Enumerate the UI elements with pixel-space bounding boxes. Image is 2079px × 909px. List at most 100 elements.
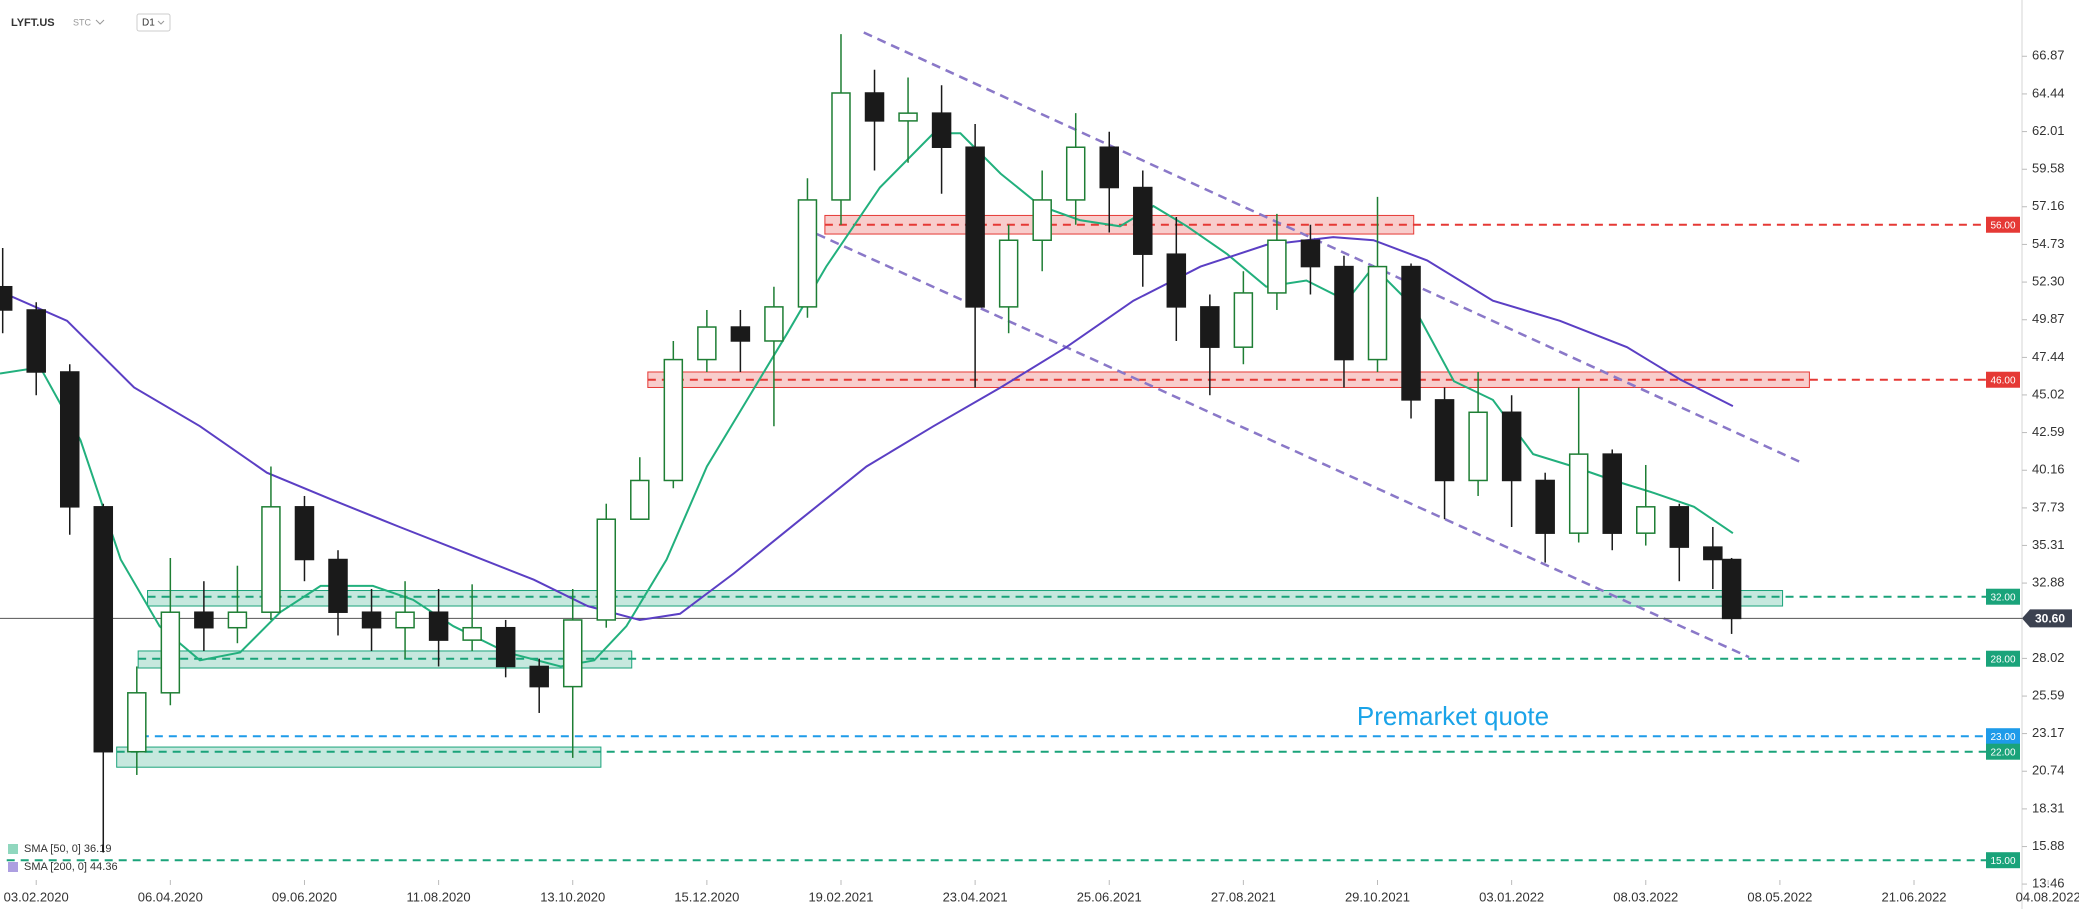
- candle-body: [663, 358, 684, 482]
- y-tick-label: 64.44: [2032, 85, 2065, 100]
- candle-body: [562, 619, 583, 688]
- y-tick-label: 35.31: [2032, 537, 2065, 552]
- x-tick-label: 23.04.2021: [943, 889, 1008, 904]
- level-label: 28.00: [1990, 654, 2015, 665]
- candle-body: [462, 626, 482, 641]
- candle-body: [998, 239, 1019, 308]
- x-tick-label: 13.10.2020: [540, 889, 605, 904]
- legend-icon: [8, 862, 18, 872]
- level-label: 46.00: [1990, 375, 2015, 386]
- level-label-box: [1986, 216, 2020, 233]
- candle-body: [764, 306, 784, 342]
- y-tick-label: 54.73: [2032, 236, 2065, 251]
- candle-body: [328, 558, 348, 613]
- candle-body: [227, 611, 248, 629]
- y-tick-label: 18.31: [2032, 800, 2065, 815]
- legend-label: SMA [200, 0] 44.36: [24, 861, 118, 873]
- y-tick-label: 23.17: [2032, 725, 2065, 740]
- y-tick-label: 15.88: [2032, 838, 2065, 853]
- y-tick-label: 20.74: [2032, 763, 2065, 778]
- candle-body: [831, 92, 851, 201]
- annotation: Premarket quote: [1357, 701, 1549, 731]
- x-tick-label: 25.06.2021: [1077, 889, 1142, 904]
- candle-body: [1367, 265, 1388, 361]
- level-label-box: [1986, 728, 2020, 745]
- candle-body: [26, 309, 46, 373]
- candle-body: [261, 506, 281, 613]
- x-tick-label: 21.06.2022: [1881, 889, 1946, 904]
- x-tick-label: 03.01.2022: [1479, 889, 1544, 904]
- y-tick-label: 47.44: [2032, 349, 2065, 364]
- current-price-label: 30.60: [2035, 612, 2065, 626]
- y-tick-label: 37.73: [2032, 499, 2065, 514]
- candle-body: [864, 92, 885, 122]
- candle-body: [1703, 546, 1723, 561]
- x-tick-label: 08.05.2022: [1747, 889, 1812, 904]
- chart-subtitle: STC: [73, 17, 92, 27]
- dropdown-icon: [157, 20, 165, 25]
- candle-body: [1300, 239, 1321, 268]
- candle-body: [1166, 253, 1187, 308]
- sma-line: [0, 132, 1734, 668]
- candle-body: [0, 285, 13, 311]
- candle-body: [1535, 479, 1555, 534]
- timeframe[interactable]: D1: [142, 18, 155, 29]
- candle-body: [1065, 146, 1086, 201]
- candle-body: [1468, 411, 1488, 482]
- candle-body: [529, 665, 549, 688]
- legend-label: SMA [50, 0] 36.19: [24, 843, 111, 855]
- candle-body: [428, 611, 449, 641]
- y-tick-label: 52.30: [2032, 274, 2065, 289]
- level-label-box: [1986, 371, 2020, 388]
- x-tick-label: 11.08.2020: [407, 889, 471, 904]
- candle-body: [1568, 453, 1589, 534]
- level-label-box: [1986, 852, 2020, 869]
- level-label: 22.00: [1990, 747, 2015, 758]
- y-tick-label: 28.02: [2032, 650, 2065, 665]
- x-tick-label: 15.12.2020: [674, 889, 739, 904]
- legend-icon: [8, 844, 18, 854]
- trend-line: [863, 31, 1801, 464]
- candle-body: [1334, 265, 1354, 361]
- candle-body: [1602, 453, 1622, 534]
- candle-body: [1267, 239, 1287, 294]
- y-tick-label: 49.87: [2032, 311, 2065, 326]
- candle-body: [1721, 558, 1742, 620]
- level-label: 15.00: [1990, 856, 2015, 867]
- y-tick-label: 32.88: [2032, 575, 2065, 590]
- candle-body: [1032, 199, 1052, 241]
- y-tick-label: 62.01: [2032, 123, 2065, 138]
- level-label-box: [1986, 743, 2020, 760]
- x-tick-label: 04.08.2022: [2016, 889, 2079, 904]
- candle-body: [1099, 146, 1119, 189]
- candle-body: [1233, 292, 1254, 348]
- candle-body: [630, 479, 650, 520]
- candle-body: [1434, 399, 1455, 482]
- level-label-box: [1986, 588, 2020, 605]
- x-tick-label: 19.02.2021: [808, 889, 873, 904]
- x-tick-label: 06.04.2020: [138, 889, 203, 904]
- candle-body: [93, 506, 114, 753]
- level-label: 56.00: [1990, 220, 2015, 231]
- level-label: 23.00: [1990, 732, 2015, 743]
- zone: [147, 590, 1784, 607]
- timeframe-select[interactable]: [136, 13, 171, 32]
- y-tick-label: 59.58: [2032, 161, 2065, 176]
- candle-body: [730, 326, 751, 342]
- candle-body: [194, 611, 214, 629]
- candle-body: [1669, 506, 1690, 548]
- level-label-box: [1986, 650, 2020, 667]
- candle-body: [495, 626, 516, 668]
- candle-body: [1133, 186, 1153, 255]
- chart-title: LYFT.US: [11, 17, 55, 29]
- y-tick-label: 40.16: [2032, 462, 2065, 477]
- candle-body: [1501, 411, 1522, 482]
- x-tick-label: 27.08.2021: [1211, 889, 1276, 904]
- x-tick-label: 09.06.2020: [272, 889, 337, 904]
- dropdown-icon: [95, 19, 105, 25]
- candle-body: [965, 146, 985, 308]
- current-price-box: [2022, 609, 2072, 628]
- zone: [116, 746, 602, 768]
- candle-body: [797, 199, 818, 308]
- x-tick-label: 08.03.2022: [1613, 889, 1678, 904]
